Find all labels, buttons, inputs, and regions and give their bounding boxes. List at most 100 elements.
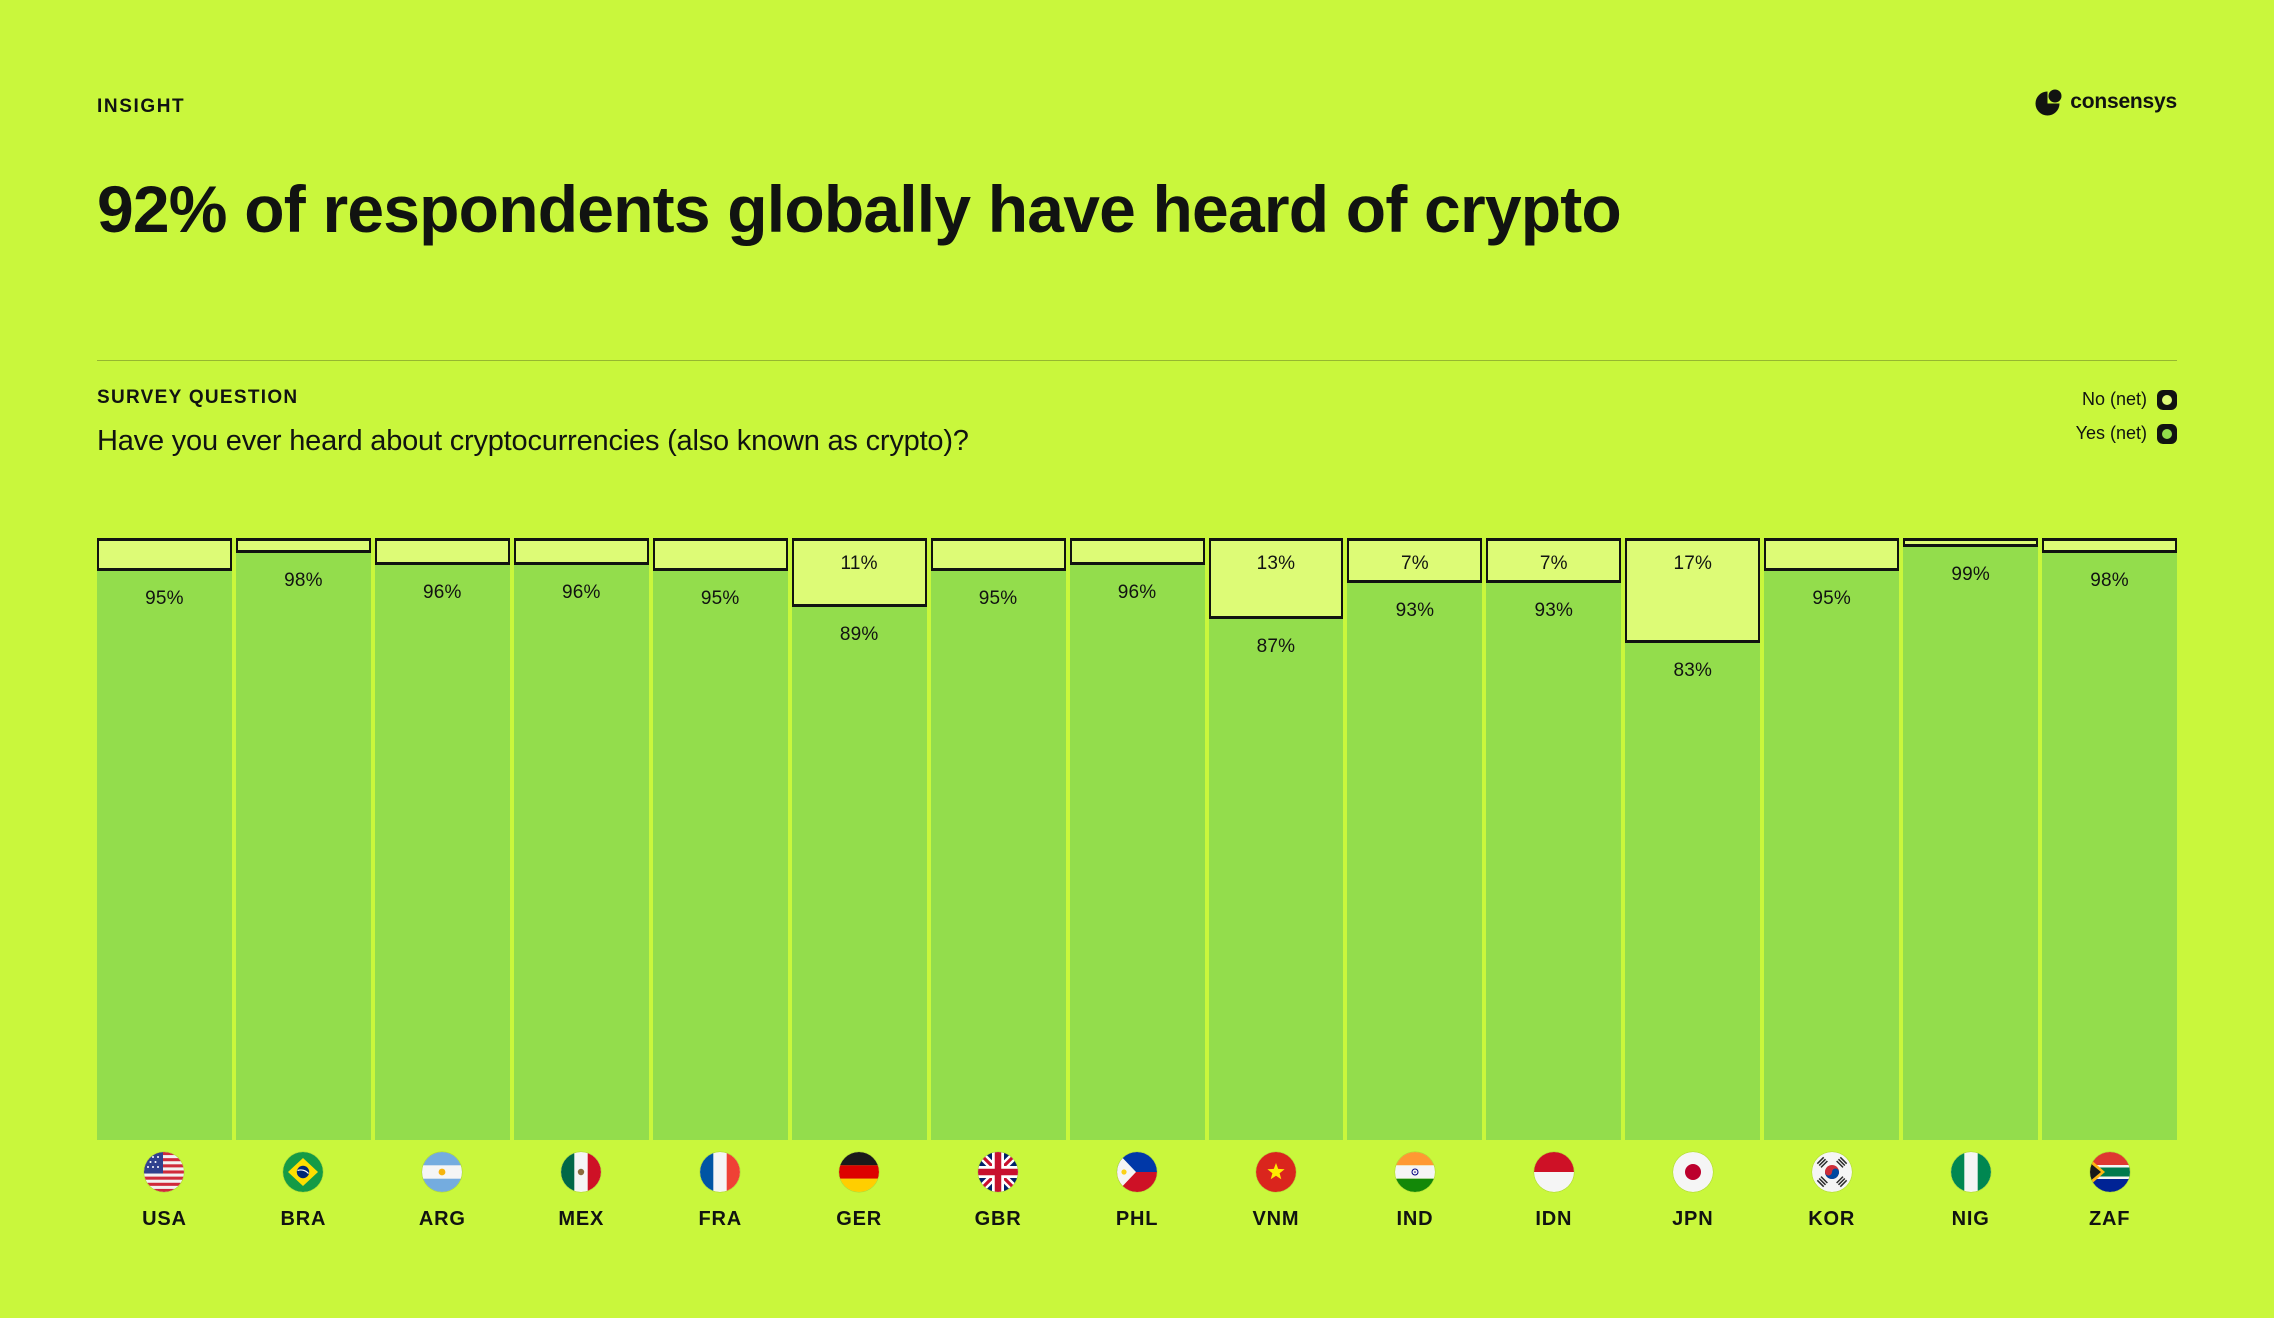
- flag-ind-icon: [1394, 1152, 1435, 1192]
- stacked-bar-kor[interactable]: 95%: [1764, 538, 1900, 1140]
- stacked-bar-nig[interactable]: 99%: [1903, 538, 2039, 1140]
- yes-segment-nig[interactable]: 99%: [1903, 547, 2039, 1140]
- survey-question-text: Have you ever heard about cryptocurrenci…: [97, 425, 969, 457]
- legend-no-label: No (net): [2081, 389, 2147, 409]
- yes-value-label: 96%: [1117, 582, 1157, 604]
- flag-idn-icon: [1533, 1152, 1574, 1192]
- country-column-fra: 95% FRA: [652, 538, 788, 1231]
- yes-value-label: 95%: [978, 588, 1018, 610]
- yes-value-label: 95%: [1812, 588, 1852, 610]
- yes-segment-kor[interactable]: 95%: [1764, 571, 1900, 1140]
- yes-value-label: 98%: [284, 570, 323, 591]
- stacked-bar-gbr[interactable]: 95%: [930, 538, 1066, 1140]
- yes-segment-idn[interactable]: 93%: [1486, 583, 1622, 1140]
- legend-yes-swatch-icon: [2157, 423, 2177, 444]
- country-column-zaf: 98% ZAF: [2042, 538, 2178, 1231]
- country-column-nig: 99% NIG: [1903, 538, 2039, 1231]
- no-segment-phl[interactable]: [1069, 541, 1205, 566]
- country-code-label: IND: [1396, 1208, 1434, 1230]
- country-column-ind: 7% 93% IND: [1347, 538, 1483, 1231]
- country-code-label: GER: [836, 1208, 883, 1230]
- yes-segment-usa[interactable]: 95%: [97, 571, 232, 1140]
- country-code-label: JPN: [1672, 1208, 1714, 1230]
- yes-value-label: 89%: [839, 624, 879, 646]
- no-segment-gbr[interactable]: [930, 541, 1066, 572]
- yes-segment-ind[interactable]: 93%: [1347, 583, 1483, 1140]
- stacked-bar-ger[interactable]: 11% 89%: [791, 538, 927, 1140]
- no-segment-usa[interactable]: [97, 541, 232, 572]
- consensys-logo-icon: [2035, 88, 2064, 116]
- no-segment-bra[interactable]: [235, 541, 371, 553]
- yes-value-label: 96%: [561, 582, 601, 604]
- stacked-bar-mex[interactable]: 96%: [513, 538, 649, 1140]
- country-code-label: NIG: [1951, 1208, 1990, 1230]
- country-column-mex: 96% MEX: [513, 538, 649, 1231]
- consensys-logo-text: consensys: [2070, 90, 2177, 113]
- divider: [97, 360, 2177, 361]
- flag-phl-icon: [1117, 1152, 1158, 1192]
- stacked-bar-phl[interactable]: 96%: [1069, 538, 1205, 1140]
- country-code-label: BRA: [280, 1208, 327, 1230]
- consensys-logo: consensys: [2035, 88, 2177, 116]
- yes-segment-gbr[interactable]: 95%: [930, 571, 1066, 1140]
- legend: No (net) Yes (net): [2076, 389, 2177, 444]
- stacked-bar-ind[interactable]: 7% 93%: [1347, 538, 1483, 1140]
- flag-vnm-icon: [1255, 1152, 1296, 1192]
- country-column-gbr: 95% GBR: [930, 538, 1066, 1231]
- no-segment-ind[interactable]: 7%: [1347, 541, 1483, 584]
- no-segment-kor[interactable]: [1764, 541, 1900, 572]
- flag-mex-icon: [561, 1152, 602, 1192]
- survey-question-block: SURVEY QUESTION Have you ever heard abou…: [97, 387, 969, 458]
- bar-chart: 95% USA 98% BRA 96% ARG 96% MEX 95% FRA 11% 89% GER 9…: [97, 538, 2178, 1231]
- yes-value-label: 83%: [1673, 660, 1713, 682]
- no-segment-arg[interactable]: [374, 541, 510, 566]
- yes-value-label: 93%: [1395, 600, 1435, 622]
- yes-segment-vnm[interactable]: 87%: [1208, 619, 1344, 1140]
- yes-segment-arg[interactable]: 96%: [374, 565, 510, 1140]
- stacked-bar-usa[interactable]: 95%: [97, 538, 232, 1140]
- no-value-label: 7%: [1400, 553, 1429, 574]
- country-column-idn: 7% 93% IDN: [1486, 538, 1622, 1231]
- legend-item-no[interactable]: No (net): [2082, 389, 2177, 410]
- no-segment-fra[interactable]: [652, 541, 788, 572]
- yes-segment-jpn[interactable]: 83%: [1625, 643, 1761, 1140]
- country-column-ger: 11% 89% GER: [791, 538, 927, 1231]
- no-segment-mex[interactable]: [513, 541, 649, 566]
- country-code-label: KOR: [1808, 1208, 1856, 1230]
- no-segment-idn[interactable]: 7%: [1486, 541, 1622, 584]
- no-segment-vnm[interactable]: 13%: [1208, 541, 1344, 620]
- no-value-label: 13%: [1256, 553, 1296, 574]
- yes-segment-mex[interactable]: 96%: [513, 565, 649, 1140]
- no-segment-nig[interactable]: [1903, 541, 2039, 547]
- insight-label: INSIGHT: [97, 96, 186, 117]
- no-segment-zaf[interactable]: [2042, 541, 2178, 553]
- stacked-bar-arg[interactable]: 96%: [374, 538, 510, 1140]
- no-segment-jpn[interactable]: 17%: [1625, 541, 1761, 644]
- stacked-bar-jpn[interactable]: 17% 83%: [1625, 538, 1761, 1140]
- flag-ger-icon: [839, 1152, 880, 1192]
- country-code-label: IDN: [1535, 1208, 1573, 1230]
- yes-segment-fra[interactable]: 95%: [652, 571, 788, 1140]
- country-column-jpn: 17% 83% JPN: [1625, 538, 1761, 1231]
- country-code-label: ZAF: [2088, 1208, 2131, 1230]
- yes-segment-zaf[interactable]: 98%: [2042, 553, 2178, 1140]
- country-column-arg: 96% ARG: [374, 538, 510, 1231]
- yes-value-label: 95%: [700, 588, 740, 610]
- yes-segment-ger[interactable]: 89%: [791, 607, 927, 1140]
- page-title: 92% of respondents globally have heard o…: [97, 172, 1622, 246]
- country-code-label: GBR: [974, 1208, 1022, 1230]
- flag-zaf-icon: [2089, 1152, 2130, 1192]
- stacked-bar-zaf[interactable]: 98%: [2042, 538, 2178, 1140]
- legend-item-yes[interactable]: Yes (net): [2076, 423, 2177, 444]
- country-column-vnm: 13% 87% VNM: [1208, 538, 1344, 1231]
- no-value-label: 11%: [840, 553, 878, 574]
- stacked-bar-bra[interactable]: 98%: [235, 538, 371, 1140]
- stacked-bar-vnm[interactable]: 13% 87%: [1208, 538, 1344, 1140]
- survey-question-label: SURVEY QUESTION: [97, 387, 299, 408]
- yes-segment-bra[interactable]: 98%: [235, 553, 371, 1140]
- no-segment-ger[interactable]: 11%: [791, 541, 927, 608]
- country-code-label: FRA: [698, 1208, 742, 1230]
- yes-segment-phl[interactable]: 96%: [1069, 565, 1205, 1140]
- stacked-bar-idn[interactable]: 7% 93%: [1486, 538, 1622, 1140]
- stacked-bar-fra[interactable]: 95%: [652, 538, 788, 1140]
